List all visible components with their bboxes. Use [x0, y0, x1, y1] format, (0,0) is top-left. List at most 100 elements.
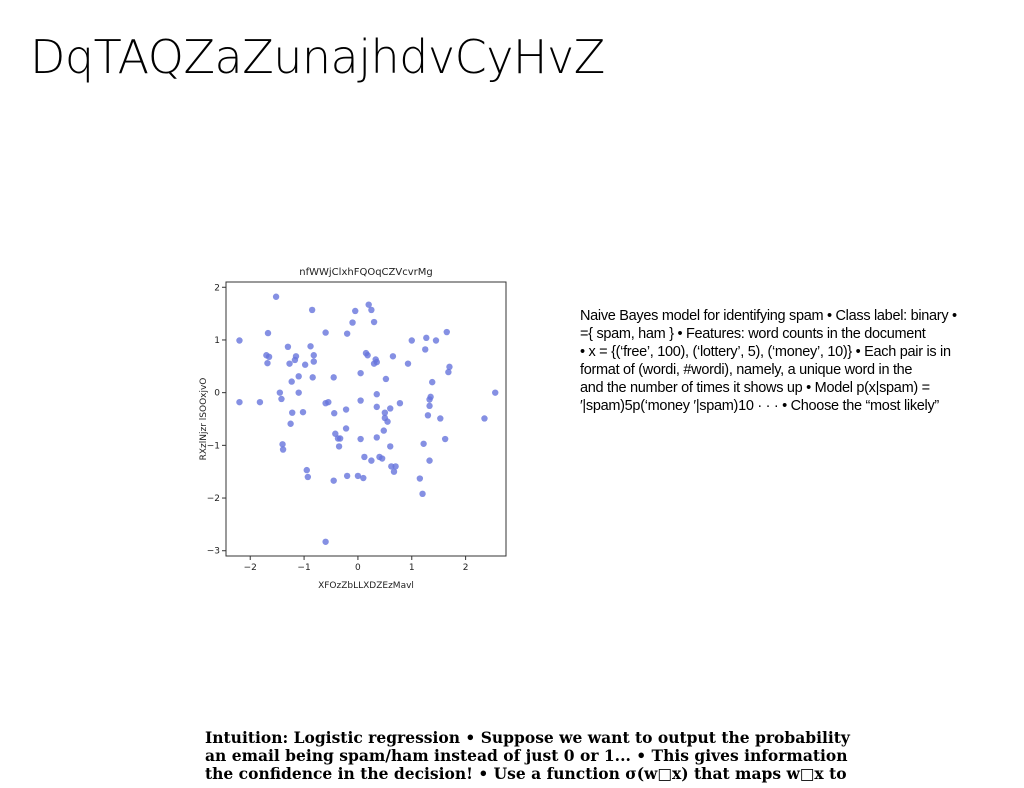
scatter-point: [437, 415, 444, 422]
scatter-point: [342, 425, 350, 432]
scatter-point: [365, 301, 372, 308]
scatter-point: [446, 363, 453, 371]
scatter-point: [278, 395, 285, 403]
scatter-point: [373, 434, 380, 441]
slide-title: DqTAQZaZunajhdvCyHvZ: [30, 30, 605, 84]
scatter-point: [256, 398, 264, 406]
scatter-point: [370, 360, 378, 367]
scatter-point: [384, 418, 391, 425]
scatter-point: [304, 473, 312, 481]
scatter-point: [419, 490, 426, 498]
x-axis-label: XFOzZbLLXDZEzMavl: [318, 581, 414, 591]
right-text-line: ′|spam)5p(‘money ′|spam)10 · · · • Choos…: [580, 398, 939, 414]
bottom-text-line: the confidence in the decision! • Use a …: [205, 764, 847, 783]
scatter-point: [492, 389, 499, 396]
scatter-point: [349, 319, 356, 326]
scatter-point: [441, 435, 449, 443]
scatter-point: [426, 396, 433, 403]
scatter-point: [336, 435, 344, 442]
x-tick-label: −2: [244, 563, 257, 573]
y-tick-label: 2: [214, 283, 220, 293]
scatter-point: [387, 443, 394, 450]
x-tick-label: 0: [355, 563, 361, 573]
scatter-point: [295, 389, 302, 396]
scatter-point: [354, 472, 362, 480]
scatter-point: [378, 455, 386, 462]
x-tick-label: −1: [297, 563, 310, 573]
x-tick-label: 2: [463, 563, 469, 573]
scatter-point: [299, 408, 307, 416]
right-text-line: format of (wordi, #wordi), namely, a uni…: [580, 362, 913, 378]
scatter-point: [276, 389, 284, 396]
scatter-point: [335, 443, 343, 450]
scatter-point: [352, 307, 359, 315]
scatter-point: [389, 353, 397, 360]
scatter-point: [408, 337, 415, 344]
scatter-point: [303, 466, 310, 474]
right-text-line: ={ spam, ham } • Features: word counts i…: [580, 326, 926, 342]
scatter-point: [322, 538, 329, 545]
scatter-point: [387, 405, 394, 412]
bottom-text-line: Intuition: Logistic regression • Suppose…: [205, 728, 850, 747]
scatter-point: [286, 360, 293, 367]
scatter-point: [331, 410, 338, 417]
scatter-point: [416, 475, 424, 482]
scatter-point: [330, 477, 337, 484]
scatter-point: [343, 330, 351, 337]
scatter-point: [330, 374, 337, 381]
scatter-point: [284, 343, 292, 351]
scatter-point: [445, 368, 452, 376]
scatter-point: [325, 398, 332, 406]
y-tick-label: −1: [207, 441, 220, 451]
scatter-point: [404, 360, 412, 367]
scatter-point: [309, 374, 316, 381]
x-tick-label: 1: [409, 563, 415, 573]
scatter-point: [289, 409, 296, 416]
scatter-point: [432, 337, 440, 344]
scatter-point: [308, 306, 316, 314]
scatter-point: [307, 343, 314, 350]
scatter-point: [380, 427, 387, 434]
scatter-point: [390, 468, 398, 475]
scatter-point: [295, 373, 302, 380]
bottom-text-line: an email being spam/ham instead of just …: [205, 746, 848, 765]
right-text-line: Naive Bayes model for identifying spam •…: [580, 308, 957, 324]
scatter-point: [310, 358, 317, 365]
scatter-point: [357, 369, 364, 377]
scatter-point: [361, 453, 368, 461]
scatter-point: [357, 397, 364, 404]
scatter-point: [292, 353, 300, 360]
scatter-point: [360, 474, 367, 482]
right-text-line: • x = {(‘free’, 100), (‘lottery’, 5), (‘…: [580, 344, 951, 360]
scatter-point: [373, 391, 380, 398]
scatter-point: [342, 406, 350, 413]
chart-title: nfWWjClxhFQOqCZVcvrMg: [299, 267, 432, 278]
scatter-point: [264, 329, 272, 337]
y-tick-label: 0: [214, 389, 220, 399]
scatter-point: [264, 359, 271, 367]
y-axis-label: RXzlNjzr lSOOxjvO: [199, 378, 209, 461]
scatter-point: [392, 463, 399, 470]
scatter-point: [279, 446, 287, 453]
scatter-point: [481, 415, 488, 422]
scatter-point: [310, 352, 317, 359]
scatter-point: [364, 352, 371, 359]
plot-frame: [225, 281, 507, 557]
right-text-block: Naive Bayes model for identifying spam •…: [580, 307, 1020, 415]
scatter-point: [287, 420, 294, 427]
right-text-line: and the number of times it shows up • Mo…: [580, 380, 930, 396]
scatter-point: [272, 293, 280, 300]
scatter-point: [236, 398, 243, 406]
scatter-point: [236, 337, 243, 344]
bottom-text-block: Intuition: Logistic regression • Suppose…: [205, 729, 905, 783]
y-tick-label: −2: [207, 494, 220, 504]
scatter-point: [420, 440, 427, 447]
scatter-point: [322, 329, 329, 336]
scatter-chart: nfWWjClxhFQOqCZVcvrMg −2 −1 0 1 2 2 1 0 −1 −2 −3 X…: [199, 267, 507, 591]
scatter-point: [396, 399, 404, 407]
scatter-point: [265, 353, 273, 361]
scatter-point: [288, 378, 295, 385]
y-tick-label: −3: [207, 547, 220, 557]
scatter-point: [343, 472, 351, 480]
scatter-point: [424, 412, 432, 419]
